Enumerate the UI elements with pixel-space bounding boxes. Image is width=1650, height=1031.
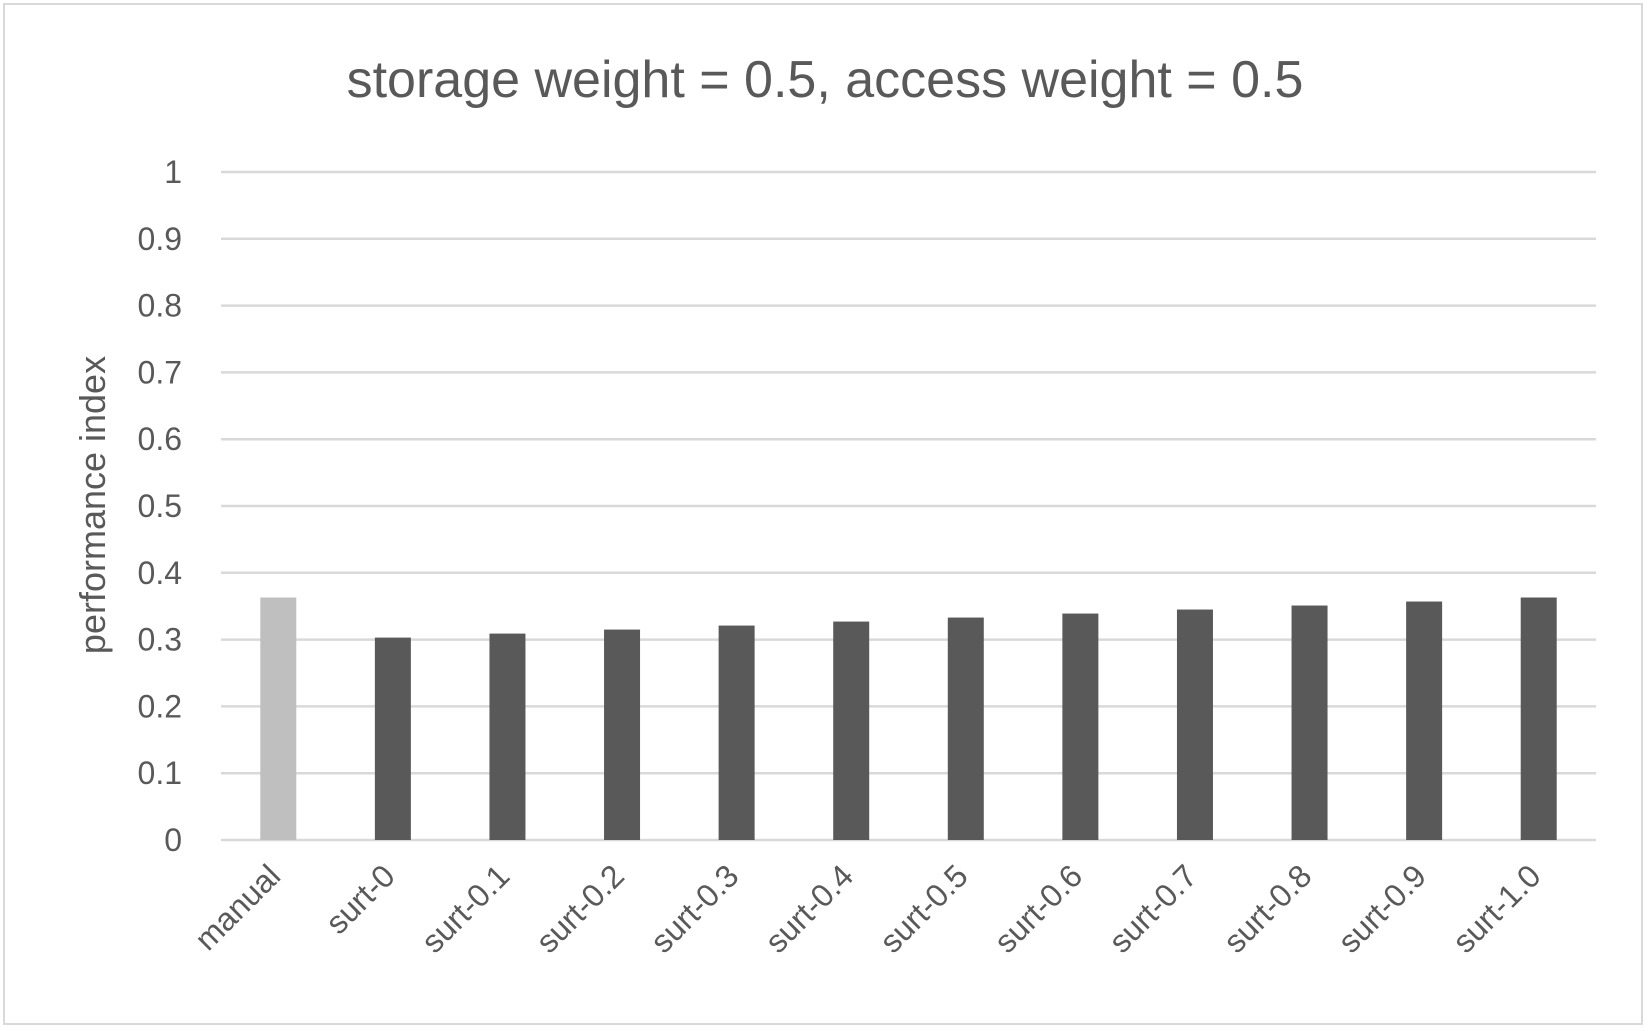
x-category-label: surt-0.5	[873, 857, 975, 959]
y-tick-label: 0.7	[138, 354, 182, 390]
y-tick-label: 0.2	[138, 688, 182, 724]
chart-area	[3, 3, 1643, 1025]
x-category-label: surt-0.8	[1216, 857, 1318, 959]
y-tick-label: 0.5	[138, 488, 182, 524]
chart-title: storage weight = 0.5, access weight = 0.…	[347, 51, 1304, 109]
bar-surt-0.3	[718, 625, 755, 840]
x-category-label: surt-0.9	[1331, 857, 1433, 959]
x-category-label: surt-0.2	[529, 857, 631, 959]
x-category-label: surt-0.7	[1102, 857, 1204, 959]
bar-surt-1.0	[1520, 597, 1557, 840]
y-tick-label: 0.8	[138, 288, 182, 324]
x-axis-category-labels: manual surt-0 surt-0.1 surt-0.2 surt-0.3 surt…	[188, 857, 1548, 959]
bar-surt-0.4	[833, 621, 870, 840]
x-category-label: surt-0.1	[414, 857, 516, 959]
bar-surt-0.1	[489, 633, 526, 840]
gridlines	[221, 170, 1596, 842]
y-tick-label: 0.4	[138, 555, 182, 591]
y-tick-label: 0	[164, 822, 182, 858]
bar-surt-0.8	[1291, 605, 1328, 840]
x-category-label: surt-0	[319, 857, 402, 940]
bar-surt-0	[374, 637, 411, 840]
x-category-label: surt-0.3	[643, 857, 745, 959]
y-tick-label: 1	[164, 154, 182, 190]
x-category-label: surt-0.6	[987, 857, 1089, 959]
bar-surt-0.6	[1062, 613, 1099, 840]
y-tick-label: 0.1	[138, 755, 182, 791]
bar-surt-0.5	[947, 617, 984, 840]
bar-manual	[260, 597, 297, 840]
bars	[260, 597, 1557, 840]
x-category-label: surt-0.4	[758, 857, 860, 959]
x-category-label: surt-1.0	[1445, 857, 1547, 959]
bar-surt-0.2	[604, 629, 641, 840]
y-tick-label: 0.9	[138, 221, 182, 257]
y-axis-tick-labels: 0 0.1 0.2 0.3 0.4 0.5 0.6 0.7 0.8 0.9 1	[138, 154, 182, 858]
bar-surt-0.9	[1406, 601, 1443, 840]
y-tick-label: 0.6	[138, 421, 182, 457]
y-tick-label: 0.3	[138, 622, 182, 658]
x-category-label: manual	[188, 857, 288, 957]
bar-surt-0.7	[1176, 609, 1213, 840]
y-axis-title: performance index	[72, 356, 113, 654]
